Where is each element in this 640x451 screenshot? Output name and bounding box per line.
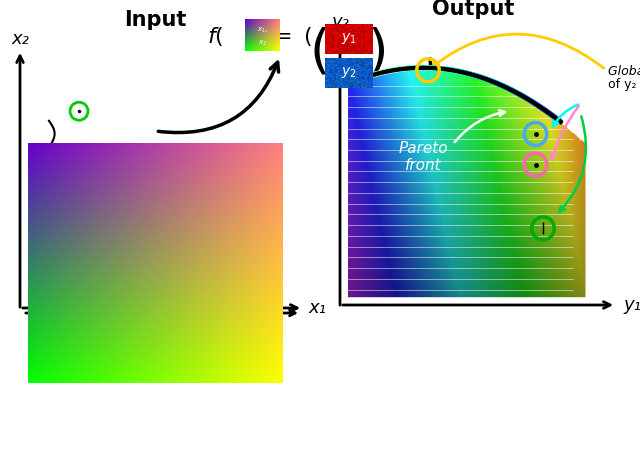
Text: x₂: x₂ — [11, 30, 29, 48]
Text: $x_1,$: $x_1,$ — [257, 26, 268, 35]
Text: $y_1$: $y_1$ — [341, 32, 357, 46]
Text: x₁: x₁ — [308, 299, 326, 317]
Text: $f($: $f($ — [207, 24, 223, 47]
Text: ): ) — [368, 26, 388, 78]
Text: (: ( — [310, 26, 330, 78]
Text: y₁: y₁ — [623, 296, 640, 314]
Text: Output: Output — [432, 0, 514, 19]
Text: Pareto set: Pareto set — [116, 167, 200, 185]
Text: Pareto
front: Pareto front — [398, 141, 448, 173]
Text: $)\ =\ ($: $)\ =\ ($ — [253, 24, 313, 47]
Text: y₂: y₂ — [331, 13, 349, 31]
Text: Global maximum: Global maximum — [608, 65, 640, 78]
Text: $x_2$: $x_2$ — [258, 38, 267, 48]
Text: Input: Input — [124, 10, 187, 30]
Text: $y_2$: $y_2$ — [341, 65, 357, 80]
Text: of y₂: of y₂ — [608, 78, 637, 91]
